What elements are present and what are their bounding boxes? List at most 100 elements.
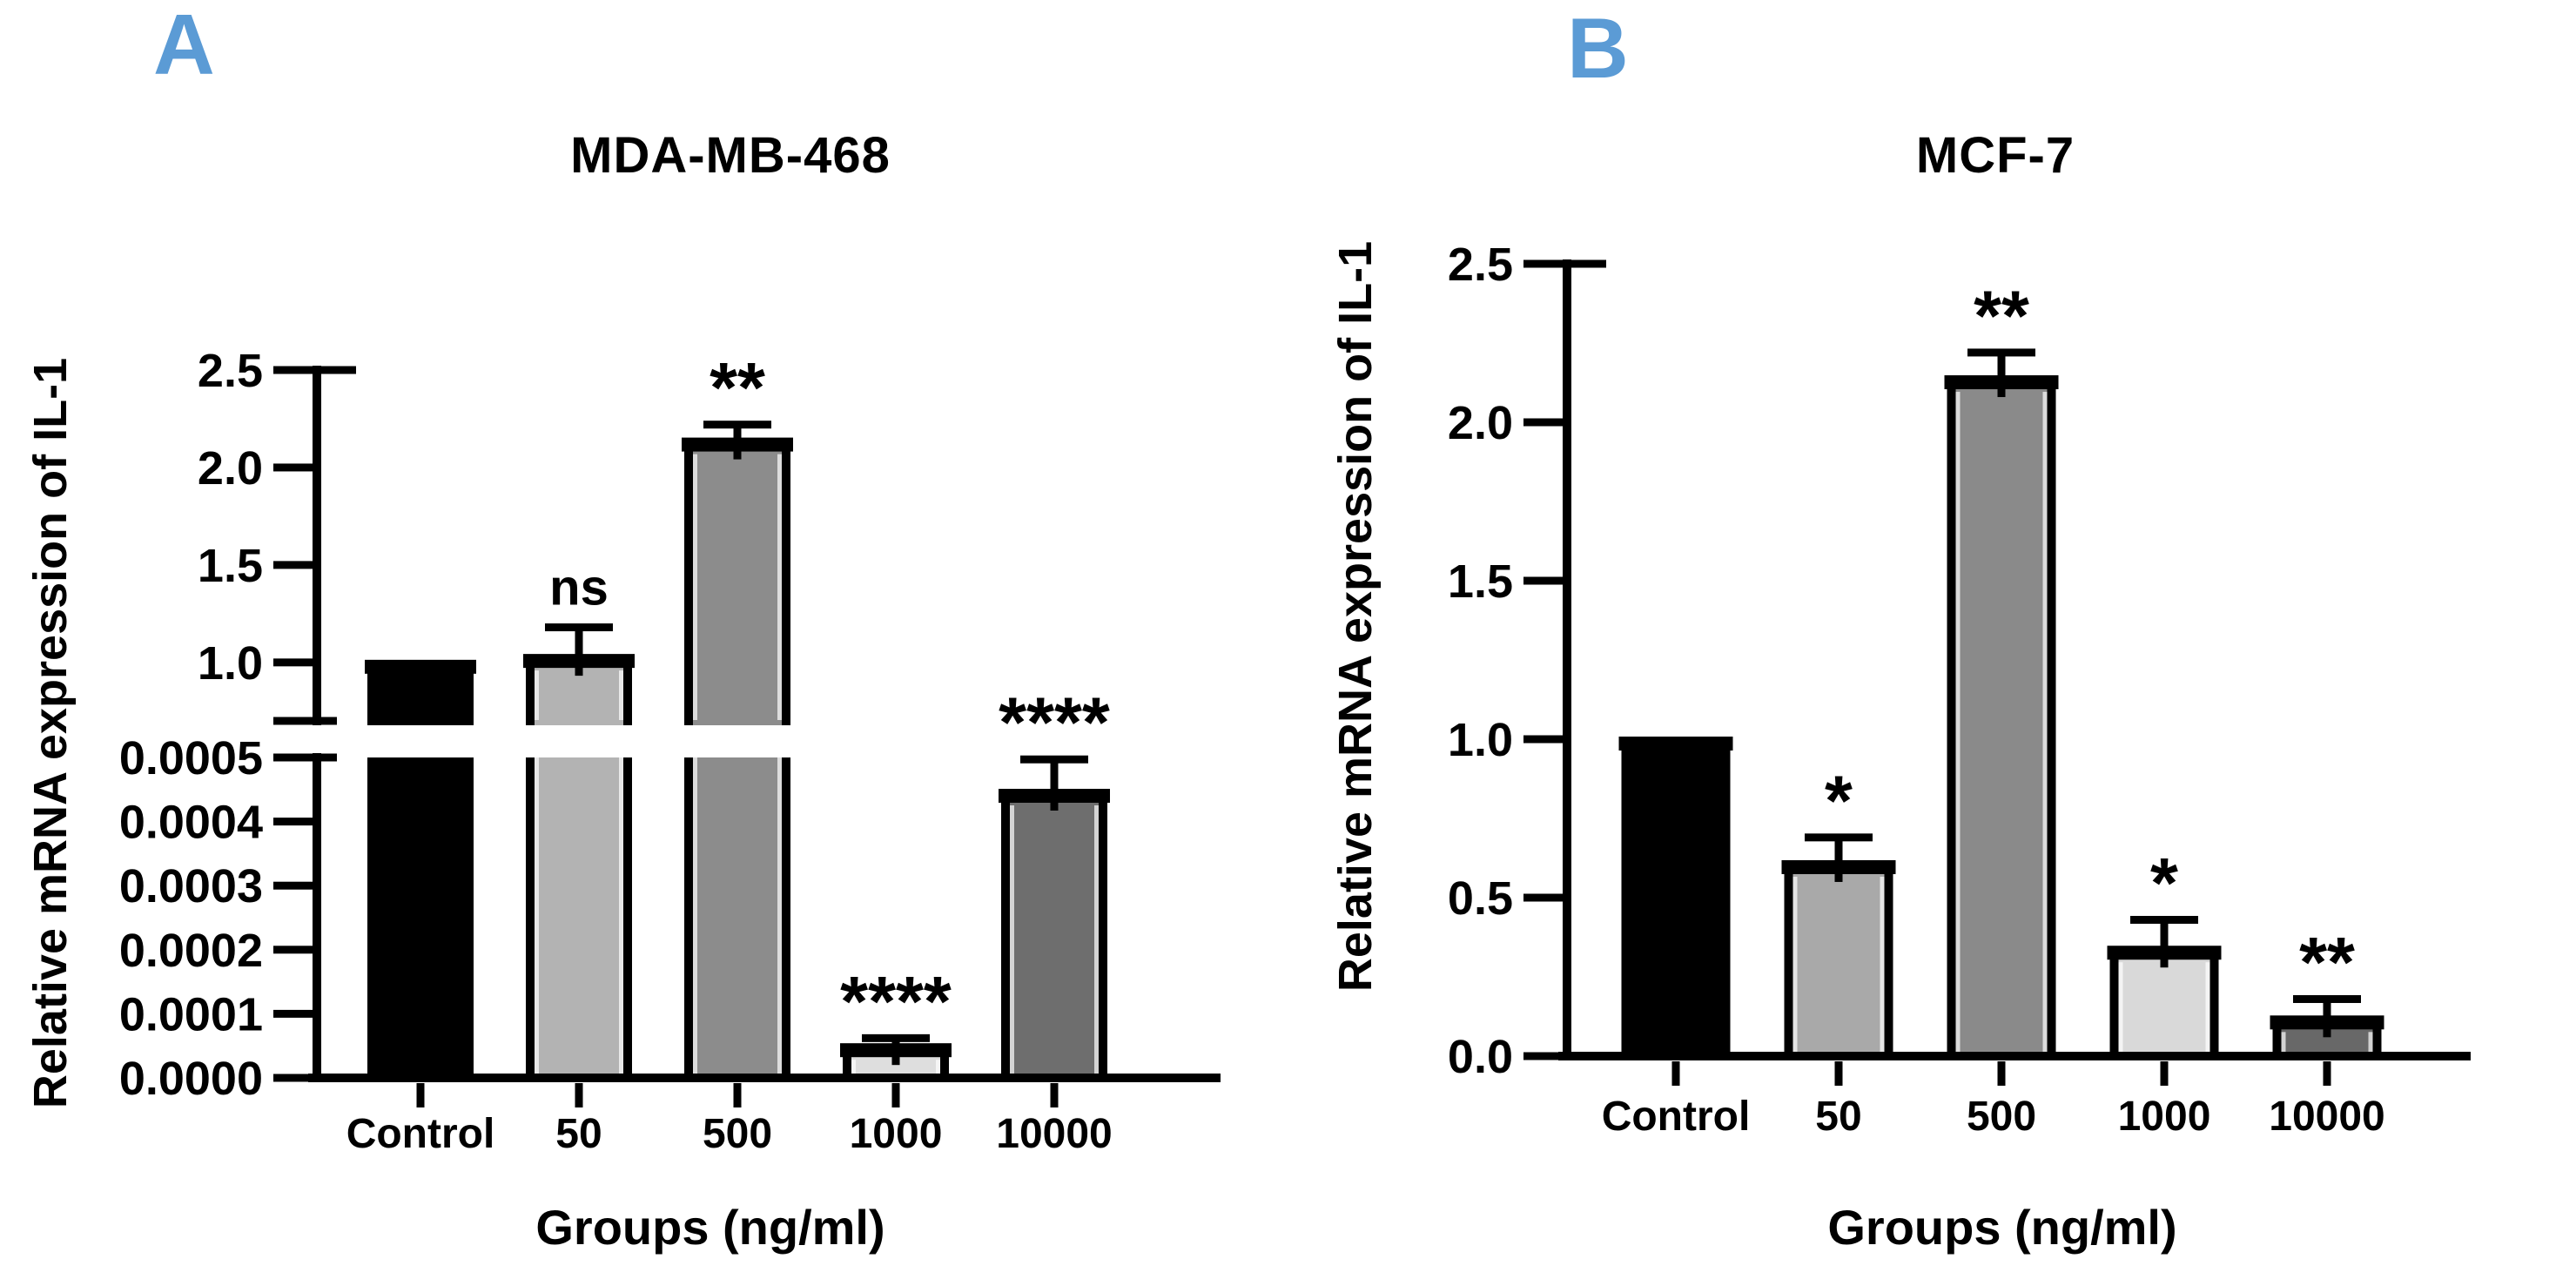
y-tick xyxy=(273,463,317,472)
bar-inner-highlight xyxy=(777,454,782,720)
bar-border-left xyxy=(1784,862,1793,1060)
axis-break-tick xyxy=(273,717,337,725)
bar-inner-highlight xyxy=(1792,876,1798,1055)
bar-500 xyxy=(684,757,790,1082)
y-tick xyxy=(273,1074,317,1082)
bar-border-left xyxy=(1947,378,1956,1060)
bar-border-left xyxy=(684,757,693,1082)
x-tick xyxy=(1671,1061,1680,1086)
error-bar-cap-50 xyxy=(1805,833,1873,842)
bar-border-left xyxy=(843,1046,851,1082)
significance-annotation-1000: * xyxy=(2150,844,2178,923)
x-tick xyxy=(2160,1061,2169,1086)
bar-border-right xyxy=(2372,1018,2382,1060)
y-tick-label: 1.0 xyxy=(1448,714,1513,766)
x-category-label: 1000 xyxy=(850,1111,943,1157)
panel-letter-a: A xyxy=(153,0,215,92)
bar-Control xyxy=(367,757,474,1082)
y-axis-top-hook xyxy=(313,366,356,374)
bar-border-right xyxy=(782,757,790,1082)
y-tick-label: 0.0001 xyxy=(119,988,263,1040)
y-tick xyxy=(273,946,317,954)
bar-inner-highlight xyxy=(2205,962,2210,1055)
y-tick xyxy=(273,658,317,667)
bar-border-right xyxy=(2209,948,2219,1060)
bar-border-left xyxy=(1001,791,1010,1082)
bar-border-right xyxy=(1884,862,1893,1060)
x-tick xyxy=(416,1083,425,1107)
y-axis-line xyxy=(313,753,321,1082)
bar-border-left xyxy=(367,757,376,1082)
significance-annotation-50: * xyxy=(1825,762,1853,841)
bar-top-cap xyxy=(365,659,476,674)
bar-inner-highlight xyxy=(693,454,697,720)
y-tick xyxy=(273,1009,317,1018)
error-bar-10000 xyxy=(1050,759,1059,811)
chart-title-mcf-7: MCF-7 xyxy=(1915,127,2075,184)
bar-border-left xyxy=(2109,948,2119,1060)
error-bar-50 xyxy=(575,627,583,677)
significance-annotation-500: ** xyxy=(1974,277,2029,356)
y-axis-line xyxy=(313,366,321,725)
x-category-label: 1000 xyxy=(2118,1094,2211,1140)
significance-annotation-50: ns xyxy=(549,560,609,616)
x-category-label: 500 xyxy=(703,1111,772,1157)
panel-letter-b: B xyxy=(1567,0,1629,96)
bar-Control xyxy=(1621,739,1731,1060)
y-tick-label: 1.0 xyxy=(198,637,263,690)
y-tick-label: 0.0005 xyxy=(119,732,263,784)
bar-500 xyxy=(684,440,790,725)
error-bar-500 xyxy=(733,424,742,460)
bar-inner-highlight xyxy=(1094,805,1099,1077)
x-tick xyxy=(575,1083,583,1107)
bar-inner-highlight xyxy=(535,757,539,1077)
y-tick-label: 0.5 xyxy=(1448,872,1513,925)
bar-border-right xyxy=(940,1046,949,1082)
error-bar-cap-10000 xyxy=(1020,755,1088,764)
y-tick-label: 2.0 xyxy=(1448,397,1513,449)
x-tick xyxy=(1997,1061,2006,1086)
bar-border-left xyxy=(684,440,693,725)
bar-10000 xyxy=(1001,791,1107,1082)
error-bar-cap-500 xyxy=(703,421,771,429)
bar-border-left xyxy=(526,757,535,1082)
y-tick xyxy=(1523,576,1567,585)
error-bar-500 xyxy=(1997,352,2006,398)
y-tick-label: 2.5 xyxy=(1448,239,1513,291)
bar-inner-highlight xyxy=(851,1060,856,1077)
bar-border-right xyxy=(1099,791,1107,1082)
significance-annotation-1000: **** xyxy=(840,962,952,1041)
y-tick xyxy=(1523,418,1567,427)
bar-inner-highlight xyxy=(2281,1032,2286,1055)
y-tick xyxy=(1523,259,1567,268)
x-tick xyxy=(1834,1061,1843,1086)
bar-border-right xyxy=(465,757,474,1082)
error-bar-cap-50 xyxy=(545,623,613,632)
y-tick xyxy=(273,753,337,762)
x-category-label: Control xyxy=(1602,1094,1751,1140)
y-tick xyxy=(1523,893,1567,902)
error-bar-cap-10000 xyxy=(2293,994,2361,1003)
error-bar-10000 xyxy=(2323,999,2331,1038)
bar-50 xyxy=(526,757,632,1082)
y-tick xyxy=(273,366,317,374)
x-axis-label-b: Groups (ng/ml) xyxy=(1827,1200,2177,1255)
y-tick xyxy=(273,561,317,569)
x-category-label: 50 xyxy=(555,1111,602,1157)
y-tick-label: 2.0 xyxy=(198,442,263,495)
x-tick xyxy=(891,1083,900,1107)
x-category-label: 50 xyxy=(1815,1094,1861,1140)
bar-border-right xyxy=(2047,378,2056,1060)
error-bar-cap-1000 xyxy=(862,1033,930,1042)
bar-inner-highlight xyxy=(936,1060,940,1077)
y-tick xyxy=(1523,1052,1567,1060)
y-tick xyxy=(273,818,317,826)
y-tick xyxy=(1523,735,1567,744)
bar-border-left xyxy=(367,662,376,725)
bar-inner-highlight xyxy=(2042,392,2048,1055)
bar-border-left xyxy=(1621,739,1631,1060)
y-tick-label: 0.0000 xyxy=(119,1053,263,1105)
error-bar-1000 xyxy=(2160,919,2169,968)
